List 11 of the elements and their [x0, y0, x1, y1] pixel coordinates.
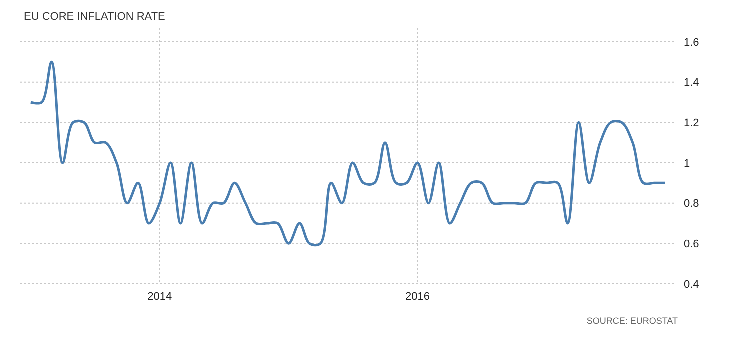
y-tick-label: 0.6 — [684, 238, 700, 251]
y-tick-label: 1.4 — [684, 77, 700, 90]
y-tick-label: 1 — [684, 158, 690, 170]
chart-title: EU CORE INFLATION RATE — [24, 11, 166, 23]
y-tick-label: 1.6 — [684, 36, 700, 49]
y-tick-label: 0.8 — [684, 198, 700, 210]
x-tick-label: 2016 — [406, 291, 430, 303]
x-tick-label: 2014 — [148, 291, 172, 303]
source-note: SOURCE: EUROSTAT — [586, 316, 678, 326]
y-tick-label: 1.2 — [684, 118, 700, 130]
y-tick-label: 0.4 — [684, 278, 700, 291]
